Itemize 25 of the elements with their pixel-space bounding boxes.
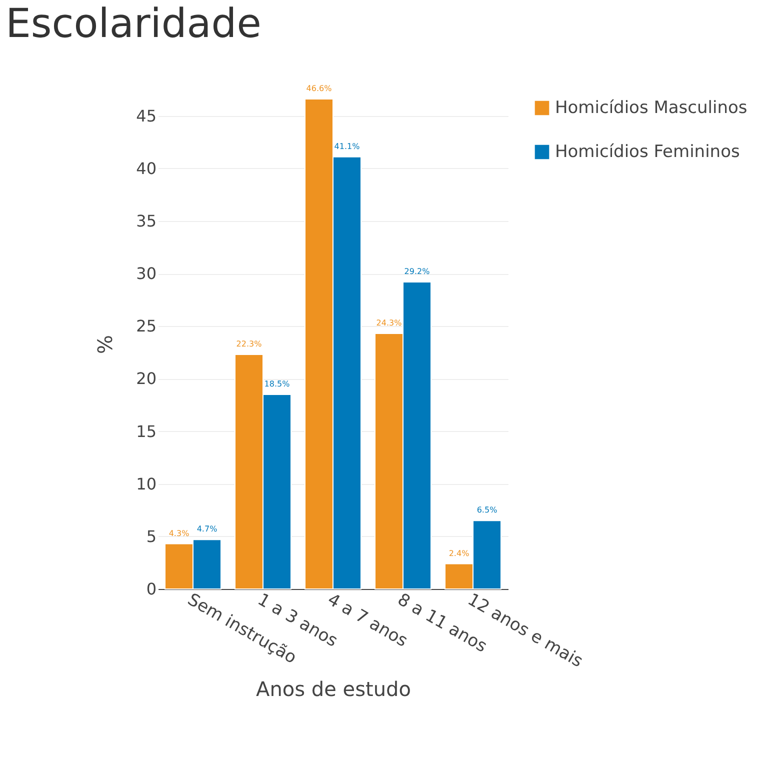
x-axis-title: Anos de estudo [256, 677, 411, 702]
data-label: 29.2% [404, 266, 430, 276]
y-tick-label: 25 [136, 316, 156, 336]
y-tick-label: 10 [136, 474, 156, 494]
legend-label: Homicídios Femininos [555, 142, 740, 162]
y-tick-label: 5 [146, 526, 156, 546]
y-tick-label: 45 [136, 106, 156, 126]
data-label: 4.7% [196, 524, 218, 534]
y-tick-label: 40 [136, 158, 156, 178]
data-label: 18.5% [264, 379, 290, 388]
y-tick-label: 35 [136, 211, 156, 230]
data-label: 22.3% [236, 340, 262, 349]
y-tick-label: 20 [136, 369, 156, 388]
data-label: 24.3% [376, 318, 402, 328]
y-tick-label: 15 [136, 422, 156, 441]
legend-label: Homicídios Masculinos [555, 98, 748, 118]
data-label: 41.1% [334, 142, 360, 151]
data-label: 4.3% [168, 528, 190, 538]
data-label: 2.4% [448, 548, 470, 558]
y-axis-title: % [93, 334, 118, 354]
data-label: 6.5% [476, 506, 498, 515]
chart-title: Escolaridade [6, 1, 262, 47]
data-label: 46.6% [306, 84, 332, 93]
y-tick-label: 30 [136, 264, 156, 284]
y-tick-label: 0 [146, 580, 156, 598]
